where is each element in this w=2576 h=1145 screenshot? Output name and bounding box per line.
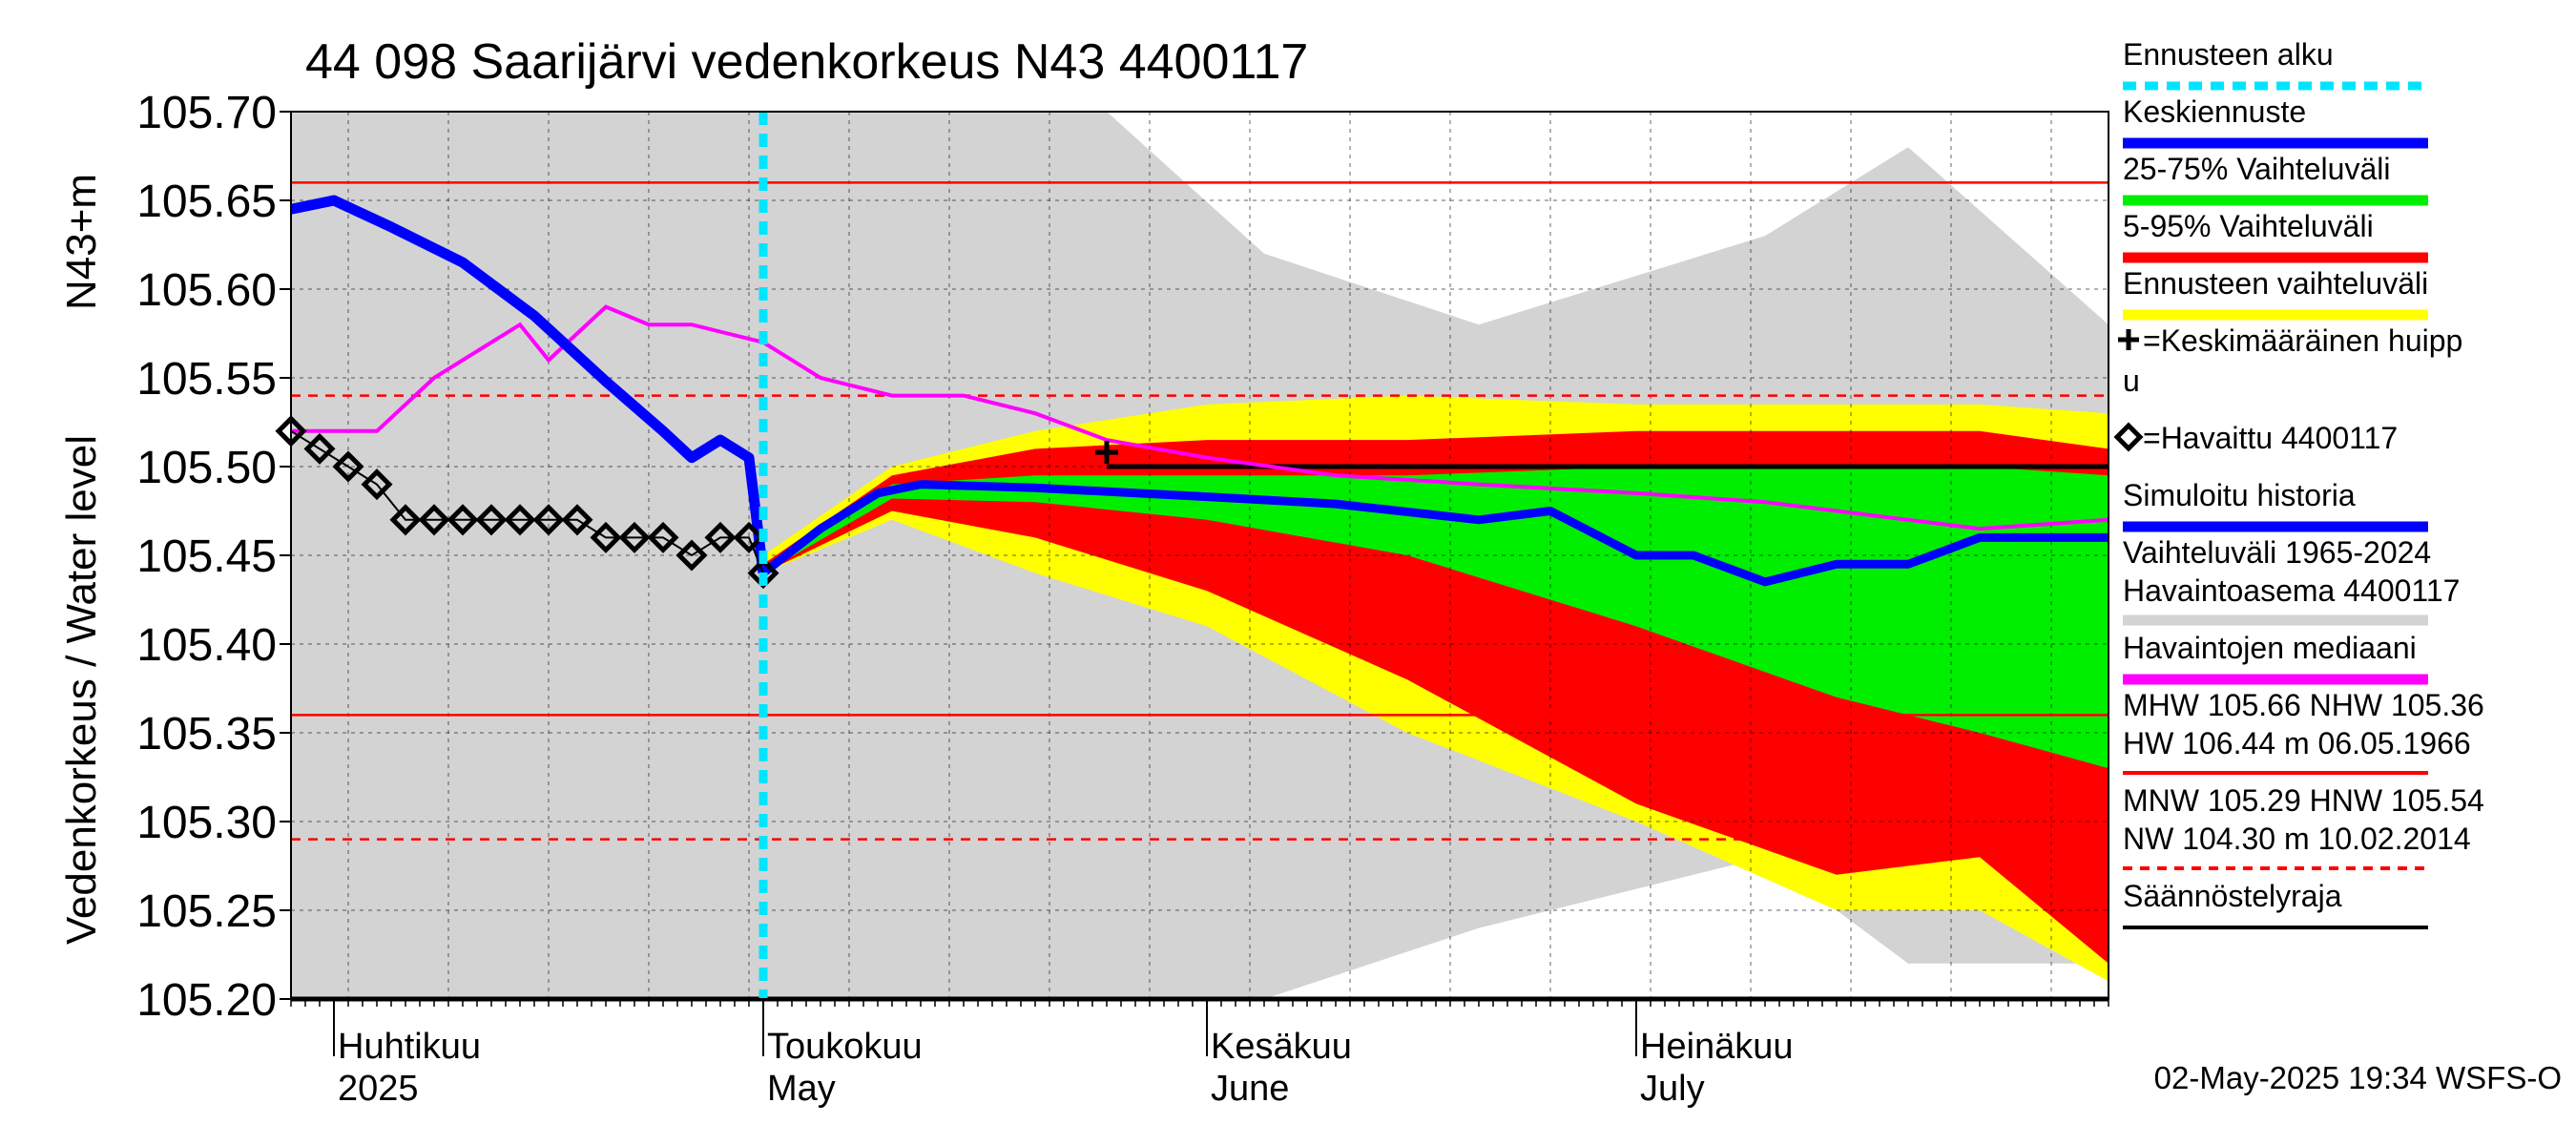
month-sublabel: July xyxy=(1640,1069,1705,1109)
legend-label-line2: NW 104.30 m 10.02.2014 xyxy=(2123,822,2471,856)
series-simulated-history-line xyxy=(289,195,769,574)
legend-label: Säännöstelyraja xyxy=(2123,879,2342,913)
month-sublabel: 2025 xyxy=(338,1069,419,1109)
observed-point xyxy=(332,450,364,483)
legend-label: Keskiennuste xyxy=(2123,94,2306,129)
observed-point xyxy=(389,504,422,536)
y-tick-label: 105.55 xyxy=(136,354,277,405)
observed-point xyxy=(561,504,593,536)
legend-item: Havaintojen mediaani xyxy=(2123,631,2428,685)
legend-item: Ennusteen alku xyxy=(2123,37,2428,91)
legend-item: Vaihteluväli 1965-2024 Havaintoasema 440… xyxy=(2123,535,2460,626)
legend-label-line2: HW 106.44 m 06.05.1966 xyxy=(2123,726,2471,760)
legend-item: Keskiennuste xyxy=(2123,94,2428,149)
month-label: Heinäkuu xyxy=(1640,1027,1794,1067)
legend-diamond-icon xyxy=(2113,422,2144,452)
legend-label-line2: Havaintoasema 4400117 xyxy=(2123,573,2460,608)
y-tick-label: 105.35 xyxy=(136,709,277,760)
observed-point xyxy=(475,504,508,536)
legend-item: Simuloitu historia xyxy=(2123,478,2428,532)
month-sublabel: May xyxy=(767,1069,836,1109)
observed-point xyxy=(418,504,450,536)
legend-label: =Havaittu 4400117 xyxy=(2143,421,2398,455)
legend-label: Ennusteen vaihteluväli xyxy=(2123,266,2428,301)
legend-label-line2: u xyxy=(2123,364,2140,398)
band-25-75-vaihteluv-li xyxy=(763,467,2109,769)
observed-point xyxy=(447,504,479,536)
y-tick-label: 105.70 xyxy=(136,88,277,138)
legend-label: 25-75% Vaihteluväli xyxy=(2123,152,2390,186)
month-label: Huhtikuu xyxy=(338,1027,481,1067)
legend-label: Ennusteen alku xyxy=(2123,37,2334,72)
plot-area xyxy=(275,111,2109,1002)
chart-title: 44 098 Saarijärvi vedenkorkeus N43 44001… xyxy=(305,34,1308,90)
legend-label: Vaihteluväli 1965-2024 xyxy=(2123,535,2431,570)
mean-peak-marker xyxy=(1095,441,1118,465)
legend-label: Havaintojen mediaani xyxy=(2123,631,2417,665)
y-tick-label: 105.45 xyxy=(136,531,277,582)
y-tick-label: 105.60 xyxy=(136,265,277,316)
y-tick-label: 105.50 xyxy=(136,443,277,493)
observed-point xyxy=(733,521,765,553)
legend-item: =Havaittu 4400117 xyxy=(2113,421,2398,455)
y-tick-label: 105.40 xyxy=(136,620,277,671)
month-label: Toukokuu xyxy=(767,1027,923,1067)
observed-point xyxy=(532,504,565,536)
legend-item: Ennusteen vaihteluväli xyxy=(2123,266,2428,321)
observed-point xyxy=(618,521,651,553)
legend-label: MNW 105.29 HNW 105.54 xyxy=(2123,783,2484,818)
legend: Ennusteen alku Keskiennuste 25-75% Vaihtel… xyxy=(2113,37,2484,929)
y-axis-label: Vedenkorkeus / Water level xyxy=(58,435,105,945)
legend-label: =Keskimääräinen huipp xyxy=(2143,323,2462,358)
timestamp-footer: 02-May-2025 19:34 WSFS-O xyxy=(2154,1060,2562,1095)
observed-point xyxy=(303,432,336,465)
observed-point xyxy=(704,521,737,553)
y-tick-label: 105.30 xyxy=(136,798,277,848)
y-axis-unit-label: N43+m xyxy=(58,174,105,310)
legend-item: MHW 105.66 NHW 105.36 HW 106.44 m 06.05.1… xyxy=(2123,688,2484,775)
legend-item: 5-95% Vaihteluväli xyxy=(2123,209,2428,263)
series-median-line xyxy=(291,304,2109,531)
y-tick-label: 105.25 xyxy=(136,886,277,937)
legend-label: MHW 105.66 NHW 105.36 xyxy=(2123,688,2484,722)
observed-point xyxy=(361,468,393,501)
series-mean-forecast-line xyxy=(760,480,2109,587)
observed-point xyxy=(675,539,708,572)
observed-point xyxy=(504,504,536,536)
legend-label: 5-95% Vaihteluväli xyxy=(2123,209,2374,243)
observed-point xyxy=(590,521,622,553)
month-label: Kesäkuu xyxy=(1211,1027,1352,1067)
observed-point xyxy=(647,521,679,553)
legend-item: 25-75% Vaihteluväli xyxy=(2123,152,2428,206)
legend-plus-icon xyxy=(2118,329,2139,350)
axes: 105.70 105.65 105.60 105.55 105.50 105.45 105.… xyxy=(136,88,2109,1109)
legend-item: Säännöstelyraja xyxy=(2123,879,2428,929)
legend-label: Simuloitu historia xyxy=(2123,478,2356,512)
legend-item: MNW 105.29 HNW 105.54 NW 104.30 m 10.02.2… xyxy=(2123,783,2484,870)
y-tick-label: 105.65 xyxy=(136,177,277,227)
month-sublabel: June xyxy=(1211,1069,1289,1109)
y-tick-label: 105.20 xyxy=(136,975,277,1026)
